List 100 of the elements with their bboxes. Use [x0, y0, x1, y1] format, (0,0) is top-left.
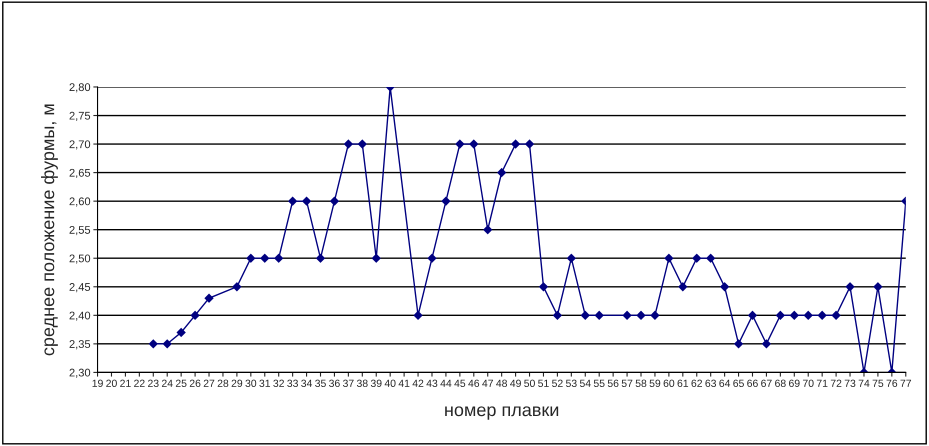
x-tick-label: 63 — [705, 380, 716, 388]
x-tick-label: 47 — [482, 380, 493, 387]
point — [818, 310, 827, 320]
point — [232, 282, 242, 292]
x-tick-label: 33 — [287, 380, 298, 388]
y-tick-label: 2,75 — [70, 112, 90, 121]
point — [580, 310, 590, 320]
point — [246, 254, 256, 263]
x-tick-label: 39 — [370, 380, 382, 388]
y-tick-label: 2,70 — [70, 140, 90, 150]
x-tick-label: 28 — [218, 380, 228, 388]
x-tick-label: 31 — [259, 380, 270, 388]
x-tick-label: 67 — [761, 380, 772, 388]
x-tick-label: 68 — [775, 380, 786, 388]
point — [441, 196, 450, 206]
point — [832, 310, 841, 320]
point — [525, 140, 534, 149]
x-tick-label: 50 — [524, 380, 535, 388]
point — [566, 254, 576, 263]
point — [622, 310, 632, 320]
point — [330, 196, 339, 206]
x-tick-label: 22 — [134, 380, 145, 387]
point — [302, 196, 312, 206]
x-tick-label: 51 — [538, 380, 549, 388]
y-tick-label: 2,80 — [70, 83, 90, 92]
x-tick-label: 43 — [426, 380, 438, 388]
x-tick-label: 30 — [245, 380, 256, 388]
point — [664, 254, 674, 263]
y-tick-label: 2,65 — [70, 168, 90, 178]
x-tick-label: 35 — [315, 380, 326, 388]
x-tick-label: 25 — [176, 380, 187, 388]
y-tick-label: 2,45 — [70, 283, 90, 292]
point — [776, 310, 785, 320]
x-tick-label: 46 — [468, 380, 480, 388]
x-tick-label: 69 — [789, 380, 800, 388]
point — [594, 310, 604, 320]
point — [204, 294, 214, 303]
x-tick-label: 74 — [858, 380, 870, 387]
y-tick-label: 2,55 — [70, 226, 90, 236]
point — [190, 310, 200, 320]
y-tick-label: 2,50 — [70, 254, 90, 264]
y-axis-title: среднее положение фурмы, м — [41, 104, 58, 356]
point — [316, 254, 325, 263]
point — [636, 310, 646, 320]
x-tick-label: 44 — [440, 380, 452, 387]
point — [148, 339, 158, 348]
x-tick-label: 52 — [552, 380, 563, 388]
y-tick-label: 2,30 — [70, 368, 90, 378]
x-tick-label: 64 — [719, 380, 730, 388]
x-tick-label: 45 — [454, 380, 466, 388]
x-tick-label: 53 — [566, 380, 577, 388]
x-tick-label: 34 — [301, 380, 312, 388]
x-tick-label: 65 — [733, 380, 744, 388]
x-tick-label: 58 — [636, 380, 646, 388]
x-tick-label: 57 — [622, 380, 632, 388]
point — [469, 140, 478, 149]
point — [288, 196, 298, 206]
x-tick-label: 19 — [92, 380, 103, 388]
point — [372, 254, 381, 263]
x-tick-label: 24 — [162, 380, 173, 387]
x-tick-label: 20 — [106, 380, 117, 388]
point — [428, 254, 436, 263]
x-tick-label: 60 — [664, 380, 674, 388]
point — [873, 282, 882, 292]
x-tick-label: 32 — [273, 380, 284, 388]
point — [762, 339, 771, 348]
x-tick-label: 23 — [148, 380, 159, 388]
point — [176, 328, 186, 337]
x-tick-label: 75 — [872, 380, 884, 388]
x-tick-label: 26 — [190, 380, 200, 388]
y-tick-label: 2,40 — [70, 312, 90, 321]
point — [790, 310, 799, 320]
x-tick-label: 66 — [747, 380, 758, 388]
point — [511, 140, 520, 149]
point — [358, 140, 367, 149]
x-tick-label: 76 — [886, 380, 898, 388]
x-tick-label: 59 — [650, 380, 660, 388]
point — [678, 282, 688, 292]
x-tick-label: 61 — [678, 380, 688, 388]
point — [748, 310, 757, 320]
y-tick-label: 2,35 — [70, 340, 90, 350]
point — [162, 339, 172, 348]
point — [260, 254, 270, 263]
point — [414, 310, 422, 320]
point — [344, 140, 353, 149]
point — [650, 310, 660, 320]
x-tick-label: 62 — [691, 380, 702, 388]
x-tick-label: 49 — [510, 380, 521, 388]
point — [804, 310, 813, 320]
y-tick-label: 2,60 — [70, 197, 90, 207]
point — [720, 282, 730, 292]
point — [846, 282, 854, 292]
x-tick-label: 38 — [356, 380, 368, 388]
point — [455, 140, 464, 149]
x-tick-label: 27 — [204, 380, 214, 387]
x-tick-label: 70 — [802, 380, 814, 388]
point — [552, 310, 562, 320]
x-tick-label: 72 — [830, 380, 842, 387]
x-axis-title: номер плавки — [445, 406, 558, 420]
x-tick-label: 48 — [496, 380, 507, 388]
